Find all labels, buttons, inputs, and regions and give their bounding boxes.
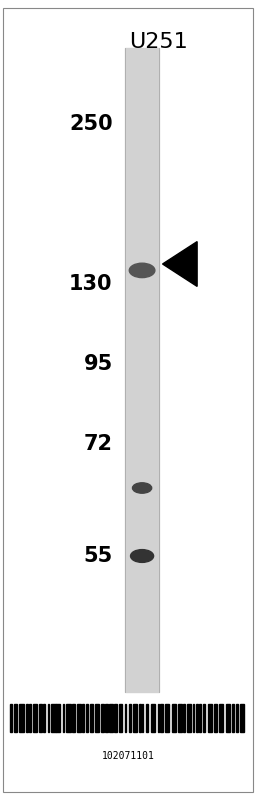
Ellipse shape (131, 550, 154, 562)
Bar (56, 704, 60, 732)
Bar (196, 704, 198, 732)
Bar (165, 704, 169, 732)
Text: 72: 72 (84, 434, 113, 454)
Bar (160, 704, 164, 732)
Bar (232, 704, 234, 732)
Bar (178, 704, 182, 732)
Bar (236, 704, 238, 732)
Ellipse shape (129, 263, 155, 278)
Bar (109, 704, 113, 732)
Text: 102071101: 102071101 (102, 751, 154, 761)
Bar (14, 704, 17, 732)
Bar (39, 704, 42, 732)
Bar (183, 704, 185, 732)
Bar (51, 704, 56, 732)
Bar (19, 704, 24, 732)
Bar (208, 704, 212, 732)
Bar (219, 704, 223, 732)
Text: U251: U251 (129, 32, 188, 52)
Bar (101, 704, 104, 732)
Bar (62, 704, 65, 732)
Bar (240, 704, 244, 732)
Bar (193, 704, 194, 732)
Text: 130: 130 (69, 274, 113, 294)
Text: 250: 250 (69, 114, 113, 134)
Bar (105, 704, 108, 732)
Bar (114, 704, 117, 732)
Bar (77, 704, 81, 732)
Bar (29, 704, 31, 732)
Bar (129, 704, 132, 732)
Bar (203, 704, 206, 732)
Bar (82, 704, 84, 732)
Bar (26, 704, 28, 732)
Bar (172, 704, 176, 732)
Bar (138, 704, 141, 732)
Bar (72, 704, 75, 732)
Bar (43, 704, 45, 732)
Bar (125, 48, 159, 692)
Bar (86, 704, 89, 732)
Bar (187, 704, 191, 732)
Bar (125, 704, 126, 732)
Text: 95: 95 (83, 354, 113, 374)
Polygon shape (163, 242, 197, 286)
Bar (146, 704, 148, 732)
Bar (67, 704, 71, 732)
Bar (226, 704, 230, 732)
Bar (158, 704, 159, 732)
Bar (48, 704, 49, 732)
Bar (214, 704, 217, 732)
Bar (199, 704, 201, 732)
Bar (142, 704, 143, 732)
Bar (120, 704, 122, 732)
Bar (10, 704, 12, 732)
Bar (90, 704, 93, 732)
Bar (33, 704, 37, 732)
Ellipse shape (133, 482, 152, 493)
Bar (151, 704, 155, 732)
Bar (133, 704, 136, 732)
Text: 55: 55 (83, 546, 113, 566)
Bar (95, 704, 99, 732)
